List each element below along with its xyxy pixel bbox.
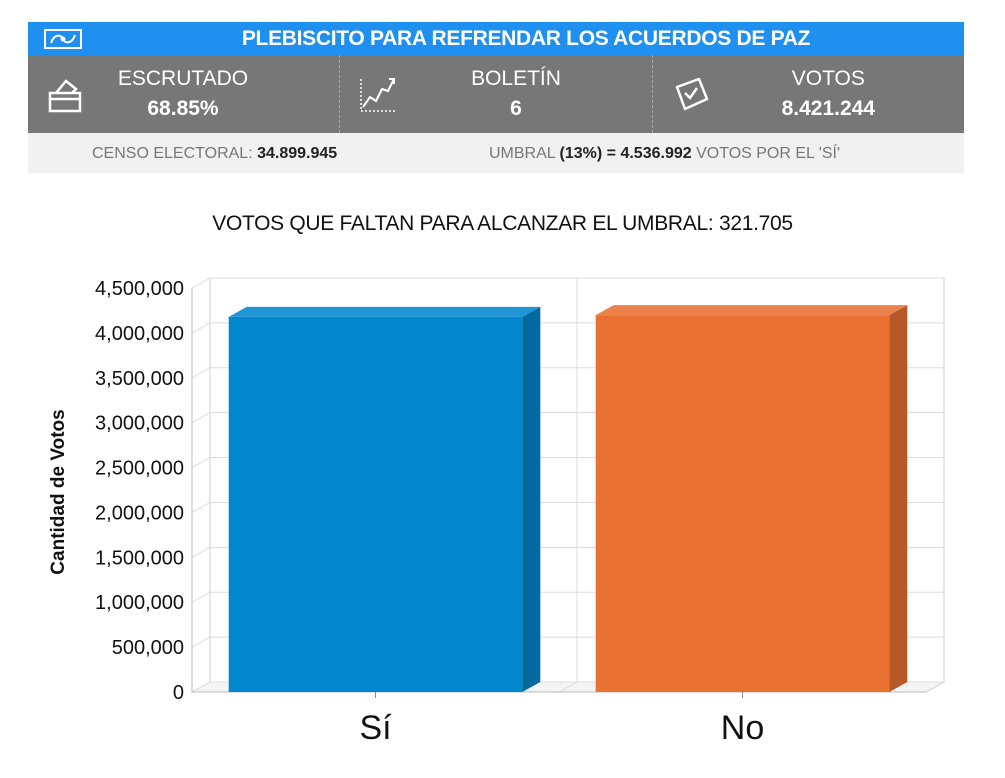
stat-label: VOTOS (791, 67, 865, 90)
page-title: PLEBISCITO PARA REFRENDAR LOS ACUERDOS D… (241, 27, 811, 50)
stat-label: ESCRUTADO (117, 67, 249, 90)
stat-escrutado: ESCRUTADO 68.85% (28, 55, 339, 133)
bar-0-front (228, 316, 523, 692)
gridline-side (191, 681, 211, 693)
gridline-side (191, 502, 211, 513)
x-category-label: No (721, 709, 764, 747)
y-tick-label: 500,000 (112, 637, 184, 659)
y-tick-label: 4,000,000 (95, 323, 184, 345)
bar-1-top (595, 305, 908, 316)
remaining-votes-headline: VOTOS QUE FALTAN PARA ALCANZAR EL UMBRAL… (212, 212, 793, 235)
gridline-side (191, 457, 211, 468)
y-tick-label: 3,500,000 (95, 368, 184, 390)
stat-label: BOLETÍN (471, 67, 561, 90)
bar-0-side (522, 306, 541, 692)
gridline-side (191, 412, 211, 424)
y-tick-label: 1,500,000 (95, 547, 184, 569)
bar-0-top (228, 306, 541, 317)
gridline-side (191, 277, 211, 289)
stats-bar: ESCRUTADO 68.85% BOLETÍN 6 VOTOS 8.421.2… (28, 55, 964, 133)
stat-value: 68.85% (147, 97, 219, 120)
ballot-box-icon (48, 79, 82, 113)
bar-1-side (889, 305, 908, 692)
y-tick-label: 3,000,000 (95, 413, 184, 435)
gridline-side (191, 322, 211, 334)
bar-chart: 0 500,000 1,000,000 1,500,000 2,000,000 2,500… (48, 277, 946, 747)
stat-value: 8.421.244 (781, 97, 876, 120)
y-tick-label: 0 (173, 682, 184, 704)
census-value: 34.899.945 (257, 145, 338, 162)
threshold-value: (13%) = 4.536.992 (559, 145, 692, 162)
stat-votos: VOTOS 8.421.244 (651, 55, 964, 133)
vote-card-icon (675, 77, 708, 111)
census-label: CENSO ELECTORAL: (92, 145, 253, 162)
y-axis-title: Cantidad de Votos (48, 409, 69, 574)
stat-value: 6 (510, 97, 522, 120)
gridline-side (191, 636, 211, 648)
header-banner: PLEBISCITO PARA REFRENDAR LOS ACUERDOS D… (28, 22, 964, 55)
threshold-label: UMBRAL (489, 145, 556, 162)
gridline-side (191, 546, 211, 558)
y-tick-label: 4,500,000 (95, 278, 184, 300)
rcn-logo-icon (44, 29, 82, 49)
y-tick-label: 1,000,000 (95, 592, 184, 614)
y-tick-label: 2,000,000 (95, 502, 184, 524)
bar-1-front (595, 315, 890, 692)
threshold-suffix: VOTOS POR EL 'SÍ' (696, 145, 841, 162)
y-tick-label: 2,500,000 (95, 458, 184, 480)
info-bar: CENSO ELECTORAL: 34.899.945 UMBRAL (13%)… (28, 133, 964, 173)
category-separator-floor (558, 681, 578, 693)
x-category-label: Sí (359, 709, 392, 747)
stat-boletin: BOLETÍN 6 (339, 55, 651, 133)
gridline-side (191, 367, 211, 379)
census-info: CENSO ELECTORAL: 34.899.945 (92, 145, 337, 163)
gridline-side (191, 591, 211, 603)
threshold-info: UMBRAL (13%) = 4.536.992 VOTOS POR EL 'S… (489, 145, 840, 163)
trend-chart-icon (360, 78, 397, 112)
